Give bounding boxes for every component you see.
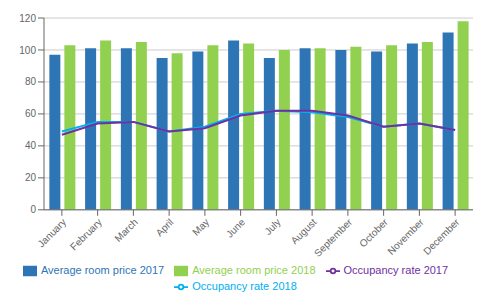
svg-text:June: June xyxy=(224,216,247,239)
svg-text:80: 80 xyxy=(25,76,37,87)
svg-text:March: March xyxy=(112,216,139,243)
html-text:Average room price 2018: Average room price 2018 xyxy=(192,263,316,276)
svg-text:July: July xyxy=(262,216,282,236)
svg-text:60: 60 xyxy=(25,108,37,119)
svg-text:February: February xyxy=(68,216,104,252)
svg-text:120: 120 xyxy=(19,13,36,24)
svg-text:August: August xyxy=(289,216,319,246)
html-text:Average room price 2017: Average room price 2017 xyxy=(40,263,165,276)
svg-text:40: 40 xyxy=(25,140,37,151)
svg-text:January: January xyxy=(35,216,68,249)
svg-text:0: 0 xyxy=(30,204,36,215)
svg-text:100: 100 xyxy=(19,45,36,56)
svg-text:October: October xyxy=(357,216,390,249)
svg-text:September: September xyxy=(312,216,355,259)
svg-text:April: April xyxy=(154,216,176,238)
svg-text:December: December xyxy=(421,216,462,257)
svg-text:20: 20 xyxy=(25,172,37,183)
html-text:Occupancy rate 2018: Occupancy rate 2018 xyxy=(192,279,297,292)
svg-text:May: May xyxy=(190,216,211,237)
svg-text:November: November xyxy=(385,216,426,257)
html-text:Occupancy rate 2017: Occupancy rate 2017 xyxy=(343,263,449,276)
